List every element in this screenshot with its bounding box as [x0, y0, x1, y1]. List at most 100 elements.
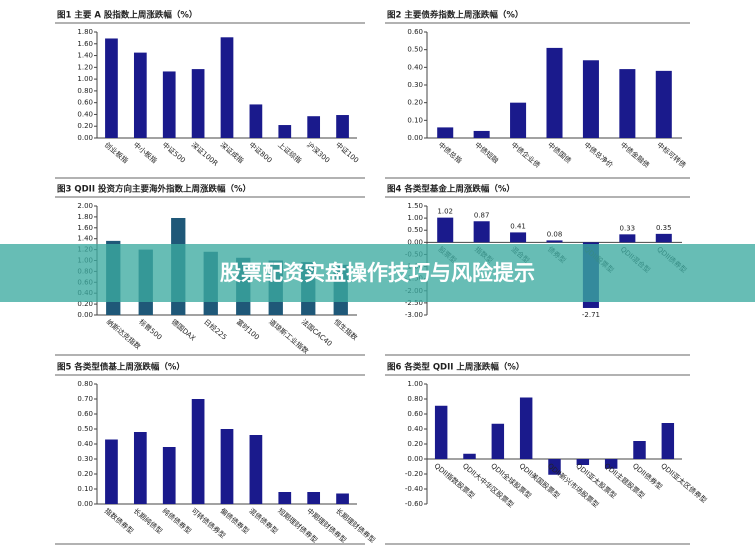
y-tick-label: 1.00 — [407, 380, 423, 388]
data-label: 0.87 — [474, 211, 490, 219]
chart-title: 图5 各类型债基上周涨跌幅（%） — [57, 362, 185, 373]
y-tick-label: -0.40 — [405, 485, 423, 493]
data-label: 0.35 — [656, 224, 672, 232]
bar — [105, 439, 118, 504]
bar — [191, 399, 205, 504]
x-tick-label: 中债总净价 — [582, 140, 615, 169]
y-tick-label: 0.00 — [407, 455, 423, 463]
x-tick-label: 中证800 — [247, 140, 274, 164]
bar — [633, 441, 646, 459]
bar — [661, 423, 675, 459]
bar — [249, 435, 263, 504]
x-tick-label: 纯债债券型 — [161, 506, 194, 535]
data-label: 0.08 — [547, 230, 563, 238]
x-tick-label: QDII新兴市场股票型 — [546, 461, 601, 509]
bar — [473, 221, 490, 243]
x-tick-label: 中债企业债 — [510, 140, 543, 169]
x-tick-label: 法国CAC40 — [300, 317, 334, 348]
x-tick-label: 中证100 — [334, 140, 361, 164]
x-tick-label: 混债债券型 — [247, 506, 280, 535]
bar — [336, 115, 349, 138]
y-tick-label: 0.50 — [407, 226, 423, 234]
bar — [655, 233, 672, 243]
bar — [619, 234, 636, 243]
bar — [162, 71, 176, 138]
y-tick-label: 1.80 — [77, 28, 93, 36]
chart-title: 图1 主要 A 股指数上周涨跌幅（%） — [57, 10, 197, 21]
bar — [133, 52, 147, 138]
bar — [105, 38, 118, 138]
x-tick-label: 中标可转债 — [655, 140, 688, 169]
y-tick-label: 0.20 — [77, 300, 93, 308]
bar — [307, 116, 321, 138]
y-tick-label: 0.70 — [77, 395, 93, 403]
y-tick-label: 0.60 — [77, 99, 93, 107]
bar — [133, 432, 147, 504]
x-tick-label: 富时100 — [235, 317, 262, 341]
x-tick-label: QDII亚太区债券型 — [659, 461, 708, 505]
x-tick-label: 德国DAX — [170, 317, 198, 343]
bar — [220, 429, 234, 504]
banner: 股票配资实盘操作技巧与风险提示 — [0, 244, 755, 302]
y-tick-label: 0.40 — [407, 425, 423, 433]
bar — [191, 69, 205, 138]
y-tick-label: 2.00 — [77, 202, 93, 210]
x-tick-label: QDII大中华区股票型 — [461, 461, 516, 509]
y-tick-label: 0.00 — [77, 311, 93, 319]
y-tick-label: 0.00 — [407, 134, 423, 142]
y-tick-label: 0.00 — [77, 134, 93, 142]
bar — [619, 69, 636, 138]
y-tick-label: 0.20 — [407, 440, 423, 448]
y-tick-label: 0.50 — [407, 46, 423, 54]
bar — [473, 130, 490, 138]
bar — [278, 492, 292, 504]
x-tick-label: 长期纯债型 — [132, 506, 165, 535]
y-tick-label: -3.00 — [405, 311, 423, 319]
bar — [491, 423, 505, 459]
x-tick-label: 上证综指 — [276, 140, 303, 165]
bar — [249, 104, 263, 138]
y-tick-label: 0.60 — [77, 410, 93, 418]
y-tick-label: 0.10 — [77, 485, 93, 493]
y-tick-label: 0.80 — [407, 395, 423, 403]
bar — [278, 125, 292, 138]
x-tick-label: 纳斯达克指数 — [105, 317, 143, 351]
chart-title: 图4 各类型基金上周涨跌幅（%） — [387, 184, 515, 195]
data-label: -2.71 — [582, 311, 600, 319]
bar — [510, 102, 527, 138]
y-tick-label: 1.20 — [77, 63, 93, 71]
y-tick-label: 0.20 — [77, 122, 93, 130]
bar — [437, 127, 454, 138]
y-tick-label: 0.60 — [407, 410, 423, 418]
y-tick-label: 0.00 — [407, 238, 423, 246]
y-tick-label: 0.40 — [407, 63, 423, 71]
bar — [546, 240, 563, 243]
x-tick-label: 中债国债 — [546, 140, 573, 165]
x-tick-label: 沪深300 — [305, 140, 332, 164]
y-tick-label: 0.80 — [77, 87, 93, 95]
data-label: 0.41 — [510, 222, 526, 230]
y-tick-label: 1.60 — [77, 224, 93, 232]
y-tick-label: 0.60 — [407, 28, 423, 36]
chart-title: 图6 各类型 QDII 上周涨跌幅（%） — [387, 362, 524, 373]
y-tick-label: -0.20 — [405, 470, 423, 478]
bar — [582, 60, 599, 139]
y-tick-label: 0.30 — [77, 455, 93, 463]
chart-title: 图2 主要债券指数上周涨跌幅（%） — [387, 10, 523, 21]
y-tick-label: 1.60 — [77, 40, 93, 48]
bar — [604, 459, 618, 469]
bar — [162, 447, 176, 504]
y-tick-label: 0.30 — [407, 81, 423, 89]
x-tick-label: 中证500 — [161, 140, 188, 164]
y-tick-label: 0.20 — [407, 99, 423, 107]
x-tick-label: 恒生指数 — [332, 317, 359, 342]
data-label: 1.02 — [437, 208, 453, 216]
x-tick-label: 创业板指 — [103, 140, 130, 165]
chart-title: 图3 QDII 投资方向主要海外指数上周涨跌幅（%） — [57, 184, 251, 195]
bar — [655, 70, 672, 138]
y-tick-label: 0.20 — [77, 470, 93, 478]
y-tick-label: 0.80 — [77, 380, 93, 388]
y-tick-label: 0.40 — [77, 440, 93, 448]
y-tick-label: 1.50 — [407, 202, 423, 210]
